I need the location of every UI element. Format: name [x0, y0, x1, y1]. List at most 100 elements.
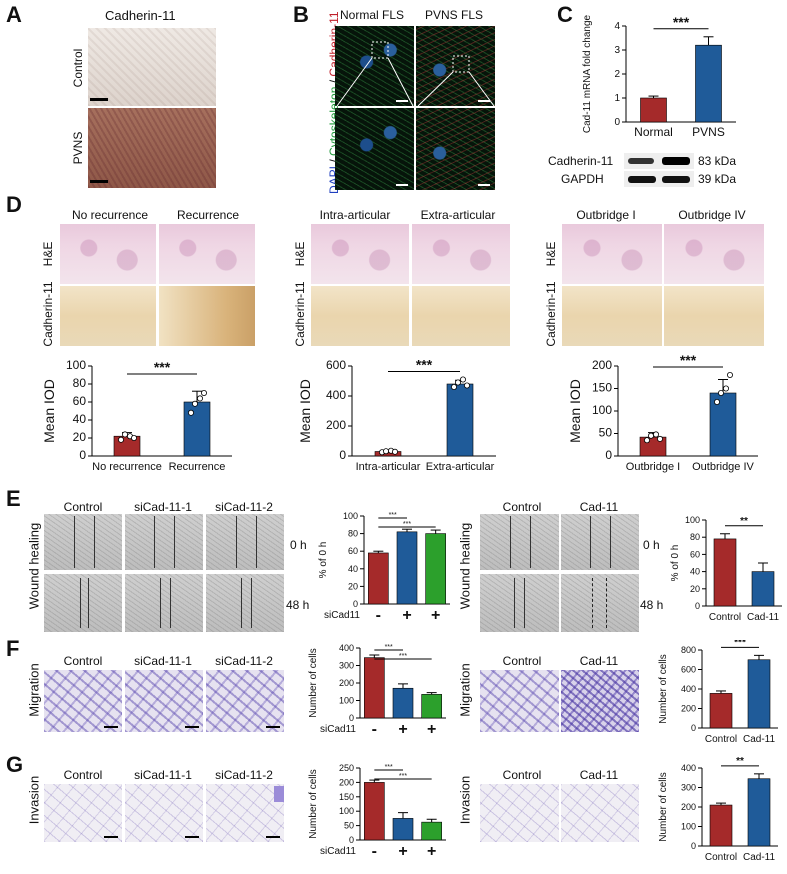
y-tick-label: 60 — [73, 394, 87, 408]
category-label: + — [431, 607, 440, 624]
panel-d-image — [562, 286, 662, 346]
y-tick-label: 0 — [695, 601, 700, 611]
y-tick-label: 200 — [681, 704, 696, 714]
wound-edge — [610, 516, 611, 568]
category-label: - — [372, 721, 377, 738]
y-tick-label: 1 — [614, 93, 620, 104]
wound-edge — [170, 578, 171, 628]
significance-label: *** — [385, 644, 393, 651]
y-tick-label: 600 — [326, 358, 346, 372]
blot-band — [662, 176, 690, 183]
time-0h: 0 h — [290, 538, 307, 552]
panel-d-image — [412, 286, 510, 346]
data-point — [187, 409, 194, 416]
y-tick-label: 0 — [339, 448, 346, 462]
category-label: Control — [705, 734, 737, 745]
wound-edge — [74, 516, 75, 568]
category-label: + — [402, 607, 411, 624]
y-axis-label: Mean IOD — [41, 379, 57, 443]
y-tick-label: 40 — [690, 567, 700, 577]
y-tick-label: 400 — [681, 684, 696, 694]
category-label: + — [427, 721, 436, 738]
panel-label-e: E — [6, 486, 21, 511]
y-tick-label: 40 — [73, 412, 87, 426]
y-tick-label: 100 — [339, 806, 354, 816]
panel-label-f: F — [6, 636, 20, 661]
significance-label: ** — [736, 756, 744, 767]
wound-edge — [88, 578, 89, 628]
bar — [747, 778, 771, 847]
panel-f-row-label: Migration — [26, 663, 42, 717]
blot-band — [662, 157, 690, 165]
category-label: Control — [705, 852, 737, 863]
wound-image — [44, 574, 122, 632]
y-tick-label: 0 — [691, 723, 696, 733]
significance-label: *** — [416, 357, 433, 373]
y-tick-label: 20 — [690, 584, 700, 594]
significance-label: *** — [680, 352, 697, 368]
panel-g-col-right: Cad-11 — [579, 768, 619, 782]
panel-e-col-right: Control — [502, 500, 542, 514]
y-axis-label: Number of cells — [308, 648, 319, 717]
category-label: - — [372, 843, 377, 860]
y-tick-label: 20 — [73, 430, 87, 444]
image-artifact — [274, 786, 284, 802]
wound-image — [480, 574, 559, 632]
panel-g-row-label-right: Invasion — [457, 775, 473, 825]
panel-f-col-right: Control — [502, 654, 542, 668]
y-axis-label: % of 0 h — [670, 545, 681, 582]
scale-bar — [396, 184, 408, 186]
blot-band — [628, 176, 656, 183]
wound-image — [125, 514, 203, 570]
y-tick-label: 0 — [691, 841, 696, 851]
y-axis-label: Mean IOD — [297, 379, 313, 443]
y-tick-label: 3 — [614, 45, 620, 56]
category-label: No recurrence — [92, 461, 162, 473]
y-tick-label: 100 — [66, 358, 86, 372]
y-tick-label: 80 — [348, 529, 358, 539]
category-label: Outbridge I — [626, 461, 680, 473]
scale-bar — [266, 836, 280, 838]
migration-image — [44, 670, 122, 732]
panel-d-image — [159, 224, 255, 284]
y-tick-label: 100 — [685, 515, 700, 525]
panel-f-col: siCad-11-2 — [215, 654, 273, 668]
category-label: PVNS — [692, 125, 725, 139]
data-point — [122, 431, 129, 438]
y-tick-label: 200 — [592, 358, 612, 372]
panel-e-row-label: Wound healing — [26, 522, 42, 610]
data-point — [196, 395, 203, 402]
chart-d3: 0 50 100 150 200 Mean IOD Outbridge I Outbridge… — [567, 352, 758, 473]
significance-label: *** — [734, 640, 746, 648]
data-point — [383, 448, 390, 455]
panel-b-image-pvns-zoom — [416, 108, 495, 190]
category-label: - — [376, 607, 381, 624]
wound-edge — [524, 578, 525, 628]
time-48h-right: 48 h — [640, 598, 664, 612]
data-point — [717, 390, 724, 397]
wound-edge — [606, 578, 608, 628]
category-label: Intra-articular — [356, 461, 421, 473]
panel-d-image — [664, 286, 764, 346]
panel-a-image-pvns — [88, 108, 216, 188]
y-tick-label: 20 — [348, 581, 358, 591]
y-tick-label: 4 — [614, 21, 620, 32]
invasion-image — [480, 784, 559, 842]
panel-d-row-he: H&E — [41, 241, 55, 267]
wound-edge — [256, 516, 257, 568]
wound-image — [561, 574, 639, 632]
panel-f-col: Control — [63, 654, 103, 668]
category-label: Extra-articular — [426, 461, 495, 473]
bar — [640, 97, 667, 123]
panel-e-col-right: Cad-11 — [579, 500, 619, 514]
wound-image — [561, 514, 639, 570]
wound-image — [44, 514, 122, 570]
panel-d-col: No recurrence — [71, 208, 149, 222]
panel-b-zoom-lines — [336, 41, 495, 107]
category-label: Control — [709, 612, 741, 623]
panel-d-image — [159, 286, 255, 346]
data-point — [191, 400, 198, 407]
y-axis-label: % of 0 h — [318, 542, 329, 579]
data-point — [713, 399, 720, 406]
panel-d-row-cad: Cadherin-11 — [293, 281, 307, 347]
